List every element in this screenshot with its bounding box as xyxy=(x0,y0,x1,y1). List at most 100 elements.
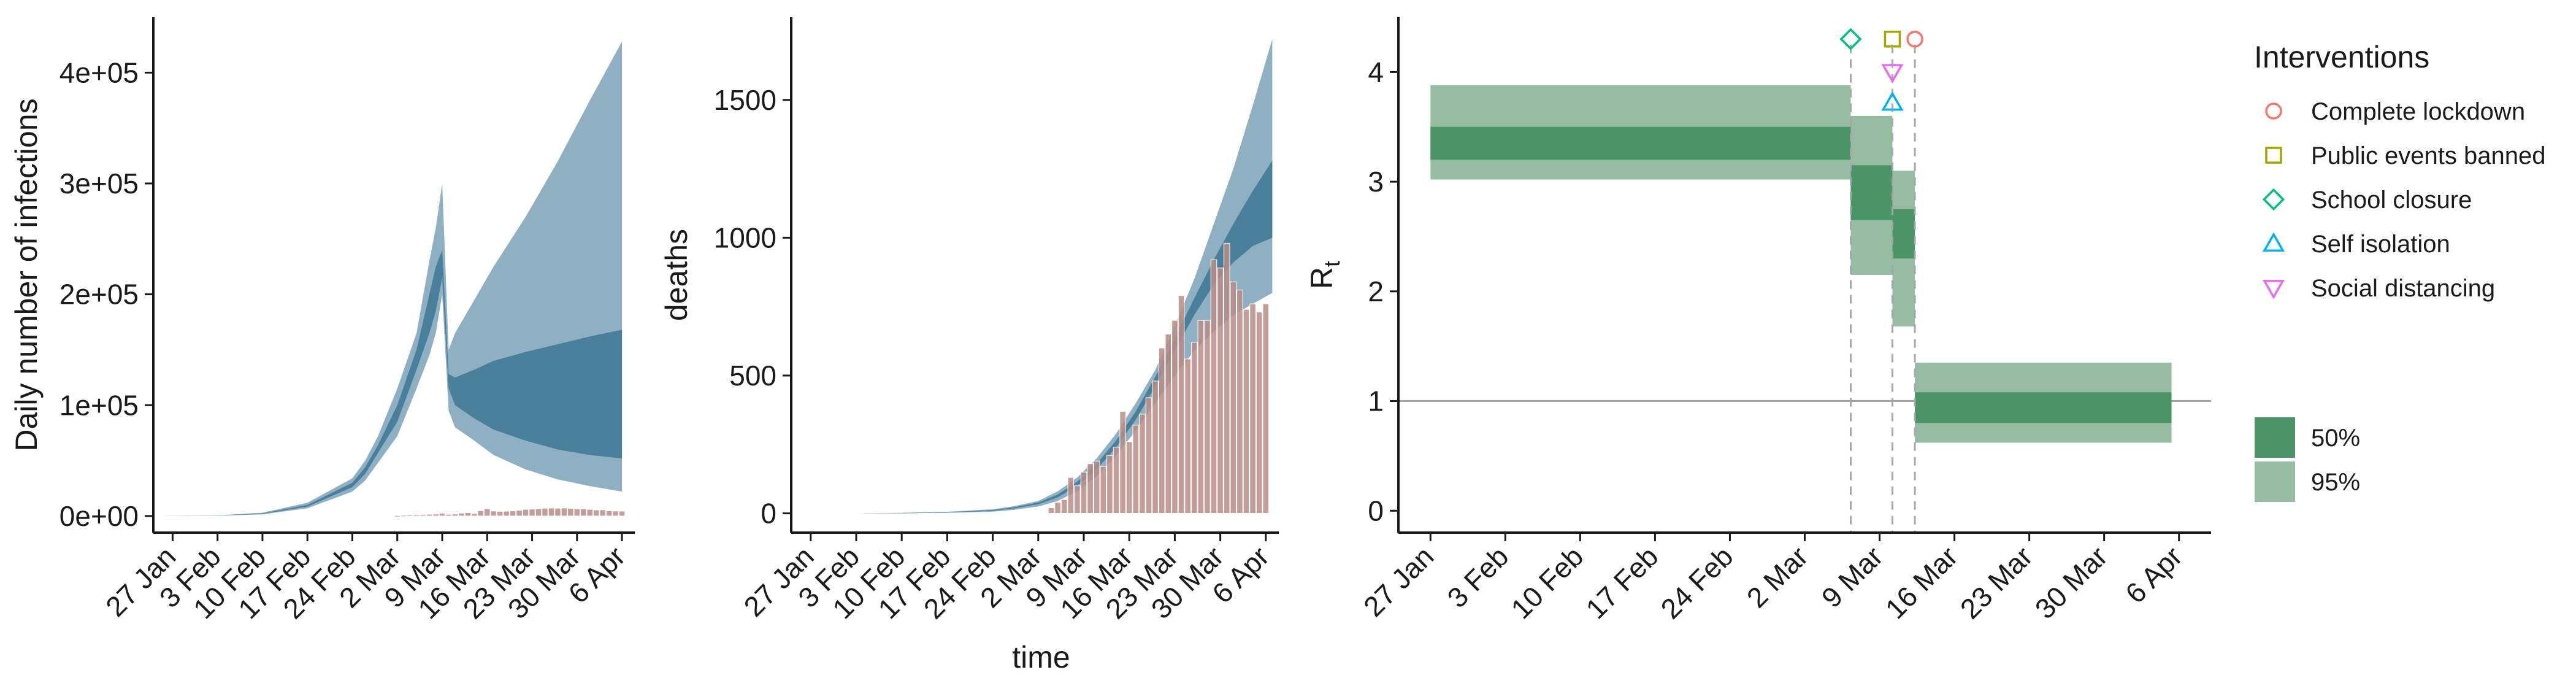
observed-bar xyxy=(542,507,548,517)
observed-bar xyxy=(432,514,439,517)
legend-label: Social distancing xyxy=(2311,275,2495,302)
y-tick-label: 2 xyxy=(1368,276,1384,307)
y-tick-label: 1000 xyxy=(714,222,776,253)
observed-bar xyxy=(1217,268,1224,514)
y-tick-label: 1 xyxy=(1368,385,1384,417)
observed-bar xyxy=(1230,281,1237,514)
observed-bar xyxy=(1060,499,1068,514)
y-tick-label: 4 xyxy=(1368,56,1384,88)
legend-label: 50% xyxy=(2311,425,2360,452)
observed-bar xyxy=(464,512,472,517)
rt-50-band xyxy=(1850,165,1893,220)
observed-bar xyxy=(1152,380,1159,514)
x-tick-label: 3 Feb xyxy=(1441,540,1514,614)
y-axis-title-subscript: t xyxy=(1319,261,1344,267)
observed-bar xyxy=(1236,290,1243,514)
y-tick-label: 3e+05 xyxy=(59,168,139,199)
observed-bar xyxy=(548,507,555,517)
band-50-area xyxy=(159,250,623,516)
observed-bar xyxy=(516,510,523,517)
rt-50-band xyxy=(1430,126,1851,160)
rt-50-band xyxy=(1915,392,2172,423)
observed-bar xyxy=(1223,242,1230,514)
observed-bar xyxy=(407,514,413,517)
intervention-marker xyxy=(1906,30,1923,48)
y-tick-label: 3 xyxy=(1368,166,1384,198)
y-tick-label: 1500 xyxy=(714,84,776,116)
observed-bar xyxy=(509,511,516,517)
legend-label: 95% xyxy=(2311,469,2360,496)
observed-bar xyxy=(439,512,446,517)
observed-bar xyxy=(445,514,452,517)
intervention-marker xyxy=(1839,28,1862,50)
x-tick-label: 16 Mar xyxy=(1879,540,1964,625)
y-tick-label: 0 xyxy=(1368,495,1384,527)
y-tick-label: 2e+05 xyxy=(59,279,139,311)
observed-bar xyxy=(1178,295,1185,514)
observed-bar xyxy=(612,511,619,517)
legend-label: School closure xyxy=(2311,187,2472,214)
observed-bar xyxy=(496,511,504,517)
observed-bar xyxy=(618,511,626,517)
y-axis-title: Daily number of infections xyxy=(9,98,44,451)
observed-bar xyxy=(1249,303,1256,514)
y-axis-title-main: R xyxy=(1305,267,1339,289)
rt-50-band xyxy=(1892,209,1915,259)
observed-bar xyxy=(1158,347,1165,514)
observed-bar xyxy=(1093,460,1100,514)
observed-bar xyxy=(477,510,485,517)
legend-key-marker xyxy=(2265,102,2282,120)
observed-bar xyxy=(1165,334,1172,514)
observed-bar xyxy=(458,512,465,517)
x-tick-label: 30 Mar xyxy=(2029,540,2114,625)
observed-bar xyxy=(580,508,587,517)
legend-key-marker xyxy=(2262,232,2285,252)
observed-bar xyxy=(1197,320,1205,514)
legend-title: Interventions xyxy=(2254,40,2429,74)
observed-bar xyxy=(1119,411,1126,514)
observed-bar xyxy=(451,514,459,517)
x-tick-label: 17 Feb xyxy=(1579,540,1664,625)
observed-bar xyxy=(394,515,401,517)
observed-bar xyxy=(1262,303,1270,514)
observed-bar xyxy=(503,511,510,517)
observed-bar xyxy=(413,514,420,517)
observed-bar xyxy=(1210,259,1217,514)
intervention-marker xyxy=(1884,30,1901,48)
legend-key-marker xyxy=(2265,147,2282,164)
observed-bar xyxy=(426,514,433,517)
observed-bar xyxy=(1113,447,1120,514)
legend-key-band xyxy=(2255,417,2295,458)
observed-bar xyxy=(567,507,574,517)
observed-bar xyxy=(1125,441,1133,514)
intervention-marker xyxy=(1881,91,1904,111)
legend-key-marker xyxy=(2262,280,2285,299)
observed-bar xyxy=(554,507,561,517)
observed-bar xyxy=(535,508,542,517)
observed-bar xyxy=(1204,320,1211,514)
y-axis-title: Rt xyxy=(1305,261,1344,289)
legend-label: Self isolation xyxy=(2311,231,2450,258)
x-tick-label: 10 Feb xyxy=(1505,540,1589,625)
y-axis-title: deaths xyxy=(659,229,694,321)
observed-bar xyxy=(490,511,497,517)
observed-bar xyxy=(586,509,593,517)
observed-bar xyxy=(1080,471,1087,514)
y-tick-label: 1e+05 xyxy=(59,389,139,421)
y-tick-label: 0 xyxy=(761,498,776,530)
observed-bar xyxy=(1145,397,1152,514)
observed-bar xyxy=(592,509,600,517)
x-tick-label: 6 Apr xyxy=(2119,540,2188,609)
legend-label: Complete lockdown xyxy=(2311,98,2525,125)
observed-bar xyxy=(1106,455,1113,514)
observed-bar xyxy=(522,509,529,517)
observed-bar xyxy=(605,510,613,517)
x-tick-label: 9 Mar xyxy=(1815,540,1889,614)
observed-bar xyxy=(400,515,407,517)
intervention-marker xyxy=(1881,64,1904,83)
observed-bar xyxy=(561,507,568,517)
